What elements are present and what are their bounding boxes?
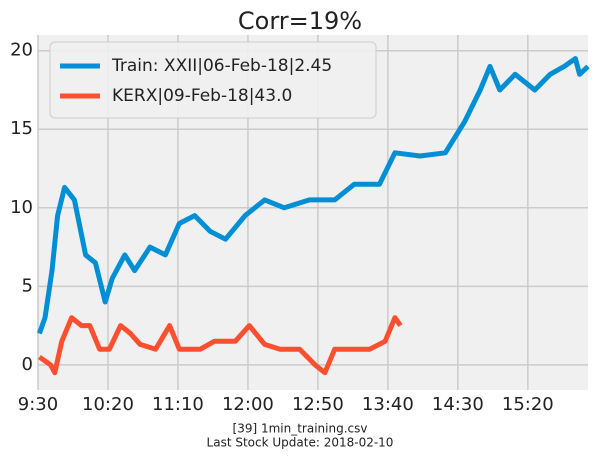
y-tick-label: 15 [10, 118, 33, 139]
footer-note: [39] 1min_training.csv [233, 422, 368, 436]
x-tick-label: 12:50 [292, 394, 344, 415]
y-tick-label: 5 [22, 275, 33, 296]
x-tick-label: 14:30 [432, 394, 484, 415]
y-tick-label: 20 [10, 40, 33, 61]
footer-note: Last Stock Update: 2018-02-10 [207, 436, 394, 450]
series-line [37, 56, 590, 335]
y-tick-label: 10 [10, 197, 33, 218]
x-tick-label: 12:00 [222, 394, 274, 415]
legend-label: Train: XXII|06-Feb-18|2.45 [111, 56, 332, 76]
x-tick-label: 15:20 [502, 394, 554, 415]
chart-title: Corr=19% [238, 7, 362, 35]
legend-box [49, 41, 377, 119]
x-tick-label: 10:20 [82, 394, 134, 415]
y-tick-label: 0 [22, 354, 33, 375]
x-tick-label: 11:10 [152, 394, 204, 415]
legend-label: KERX|09-Feb-18|43.0 [112, 86, 292, 106]
series-line [37, 315, 403, 376]
x-tick-label: 13:40 [362, 394, 414, 415]
x-tick-label: 9:30 [18, 394, 58, 415]
